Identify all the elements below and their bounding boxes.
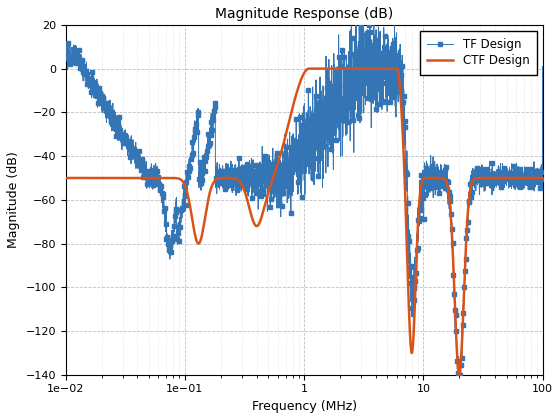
Title: Magnitude Response (dB): Magnitude Response (dB) <box>215 7 393 21</box>
TF Design <box>348 111 355 116</box>
TF Design <box>245 165 251 170</box>
TF Design <box>455 355 461 360</box>
CTF Design <box>62 176 69 181</box>
CTF Design <box>456 372 463 377</box>
Y-axis label: Magnitude (dB): Magnitude (dB) <box>7 152 20 248</box>
TF Design <box>539 64 546 69</box>
Line: TF Design: TF Design <box>64 23 544 376</box>
CTF Design <box>245 200 251 205</box>
TF Design <box>62 43 69 48</box>
TF Design <box>418 190 425 195</box>
CTF Design <box>372 66 379 71</box>
TF Design <box>455 372 461 377</box>
CTF Design <box>348 66 355 71</box>
Line: CTF Design: CTF Design <box>66 68 543 375</box>
CTF Design <box>455 364 461 369</box>
CTF Design <box>149 176 156 181</box>
TF Design <box>149 170 156 175</box>
TF Design <box>352 22 359 27</box>
CTF Design <box>418 181 425 186</box>
X-axis label: Frequency (MHz): Frequency (MHz) <box>251 400 357 413</box>
CTF Design <box>318 66 324 71</box>
TF Design <box>372 66 379 71</box>
CTF Design <box>539 176 546 181</box>
Legend: TF Design, CTF Design: TF Design, CTF Design <box>421 31 536 74</box>
